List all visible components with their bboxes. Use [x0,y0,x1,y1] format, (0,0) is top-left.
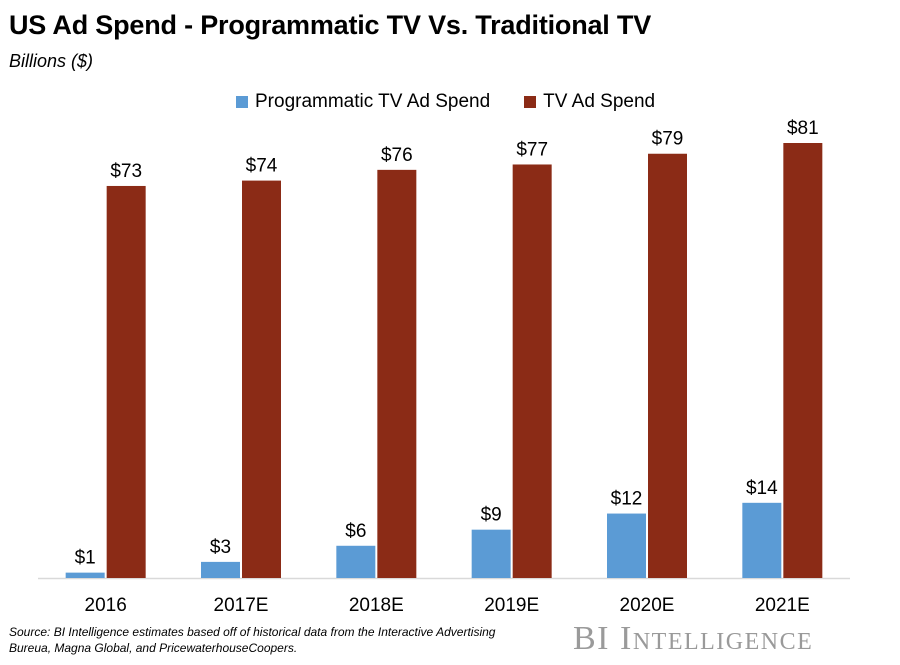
data-label-tv: $76 [381,145,413,166]
bar-tv [783,143,823,578]
data-label-programmatic: $14 [746,478,778,499]
bar-tv [242,180,281,578]
data-label-tv: $73 [110,161,142,182]
legend-swatch-programmatic [236,96,248,108]
bar-tv [648,153,687,579]
x-tick-label: 2019E [484,595,539,616]
legend-label-tv: TV Ad Spend [543,91,656,112]
source-note: Source: BI Intelligence estimates based … [9,625,496,655]
legend-item-tv: TV Ad Spend [524,91,655,113]
data-label-tv: $79 [652,129,684,150]
data-label-programmatic: $6 [345,521,366,542]
bar-programmatic [336,545,376,578]
chart-subtitle: Billions ($) [9,51,94,71]
bar-programmatic [65,572,105,578]
bar-programmatic [742,502,782,578]
brand-logo: BI Intelligence [573,620,814,657]
bar-programmatic [471,529,511,578]
legend-item-programmatic: Programmatic TV Ad Spend [236,91,490,113]
x-tick-label: 2016 [85,595,127,616]
chart-title: US Ad Spend - Programmatic TV Vs. Tradit… [9,10,652,40]
x-tick-label: 2017E [214,595,269,616]
chart-legend: Programmatic TV Ad Spend TV Ad Spend [236,90,689,114]
data-label-tv: $74 [246,156,278,177]
bar-programmatic [201,561,240,578]
x-tick-label: 2021E [755,595,810,616]
bar-programmatic [607,513,646,578]
x-tick-label: 2020E [620,595,675,616]
bar-tv [512,164,552,578]
x-tick-label: 2018E [349,595,404,616]
legend-swatch-tv [524,96,537,108]
data-label-programmatic: $12 [611,489,643,510]
legend-label-programmatic: Programmatic TV Ad Spend [255,91,491,112]
data-label-tv: $77 [516,139,548,160]
data-label-tv: $81 [787,118,819,139]
bar-tv [106,185,146,579]
bar-tv [377,169,417,578]
data-label-programmatic: $9 [481,505,502,526]
data-label-programmatic: $3 [210,537,231,558]
data-label-programmatic: $1 [75,548,96,569]
bar-chart: $1 $73 2016 $3 $74 2017E $6 $76 2018E $9 $77 2019E $… [38,118,850,616]
